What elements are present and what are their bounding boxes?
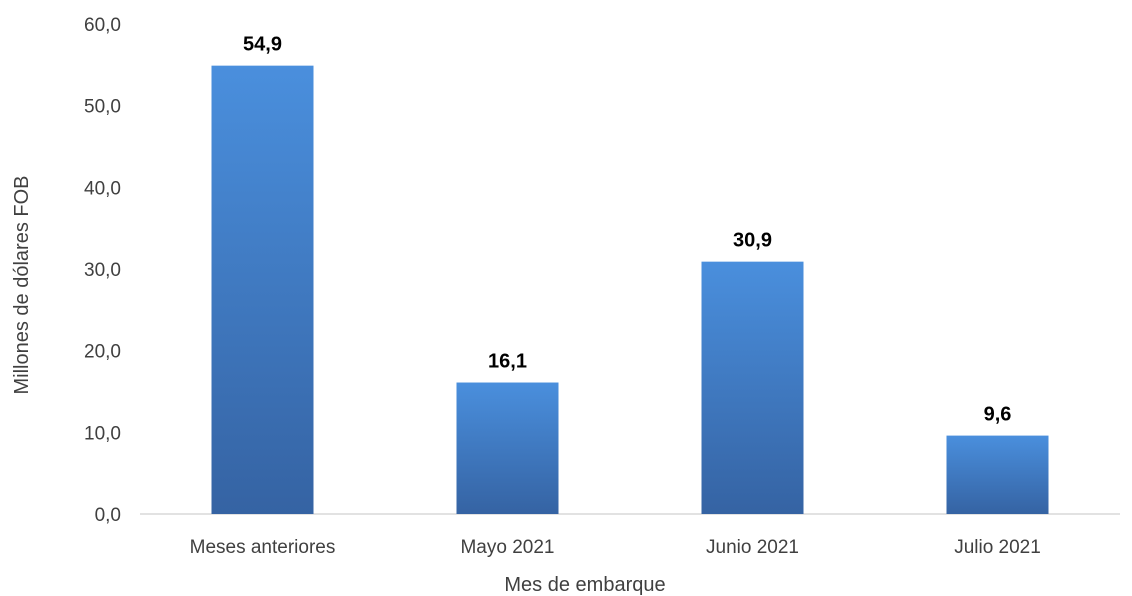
bars	[211, 65, 1049, 515]
y-tick-label: 20,0	[84, 342, 121, 363]
x-tick-label: Meses anteriores	[190, 537, 336, 558]
x-axis-tick-labels: Meses anteriores Mayo 2021 Junio 2021 Julio…	[190, 537, 1041, 558]
y-tick-label: 50,0	[84, 97, 121, 118]
data-label: 30,9	[733, 230, 772, 252]
bar	[211, 65, 314, 515]
y-tick-label: 60,0	[84, 15, 121, 36]
y-axis-title: Millones de dólares FOB	[11, 176, 33, 395]
y-tick-label: 30,0	[84, 260, 121, 281]
y-tick-label: 10,0	[84, 423, 121, 444]
x-tick-label: Junio 2021	[706, 537, 799, 558]
data-label: 9,6	[984, 404, 1012, 426]
bar	[456, 382, 559, 514]
data-labels: 54,9 16,1 30,9 9,6	[243, 34, 1011, 426]
data-label: 16,1	[488, 351, 527, 373]
y-tick-label: 40,0	[84, 178, 121, 199]
x-axis-title: Mes de embarque	[504, 574, 665, 596]
data-label: 54,9	[243, 34, 282, 56]
x-tick-label: Mayo 2021	[460, 537, 554, 558]
y-tick-label: 0,0	[95, 505, 121, 526]
x-tick-label: Julio 2021	[954, 537, 1041, 558]
bar	[701, 261, 804, 514]
y-axis-tick-labels: 0,0 10,0 20,0 30,0 40,0 50,0 60,0	[84, 15, 121, 526]
bar	[946, 435, 1049, 514]
